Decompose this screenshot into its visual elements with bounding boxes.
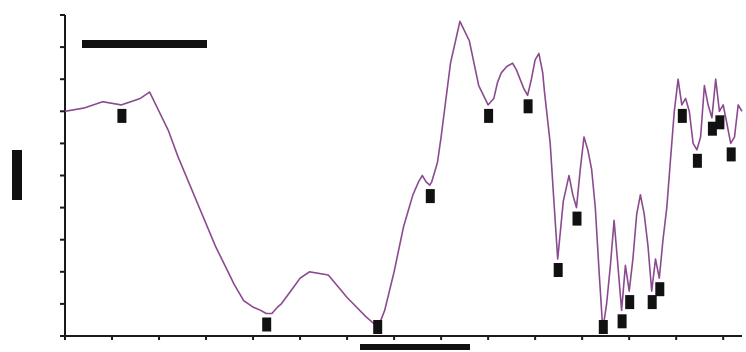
peak-label-marker: [523, 99, 533, 114]
peak-label-marker: [484, 108, 494, 123]
y-axis-label-block: [12, 150, 22, 200]
peak-label-marker: [715, 115, 725, 130]
peak-label-marker: [425, 189, 435, 204]
plot-area: [12, 14, 743, 350]
peak-label-marker: [707, 121, 717, 136]
x-ticks: [64, 336, 725, 340]
peak-label-marker: [692, 153, 702, 168]
x-axis-label-block: [360, 344, 470, 350]
peak-label-marker: [677, 108, 687, 123]
peak-label-marker: [262, 317, 272, 332]
peak-label-marker: [726, 147, 736, 162]
y-ticks: [60, 14, 65, 337]
peak-markers: [117, 99, 736, 334]
peak-label-marker: [598, 320, 608, 334]
legend-text-block: [82, 40, 207, 48]
peak-label-marker: [655, 282, 665, 297]
series-layer: [64, 20, 743, 331]
peak-label-marker: [625, 295, 635, 310]
peak-label-marker: [647, 295, 657, 310]
peak-label-marker: [117, 108, 127, 123]
peak-label-marker: [373, 320, 383, 334]
peak-label-marker: [572, 211, 582, 226]
peak-label-marker: [617, 314, 627, 329]
spectrum-line: [64, 20, 743, 331]
peak-label-marker: [553, 263, 563, 277]
